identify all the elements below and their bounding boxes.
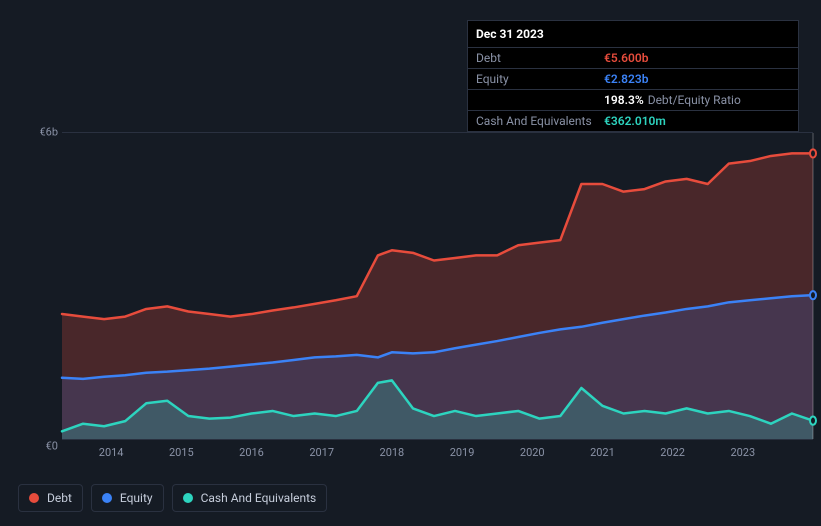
xaxis-label: 2019: [450, 446, 475, 459]
yaxis-label-max: €6b: [39, 126, 58, 139]
legend-item-equity[interactable]: Equity: [91, 484, 164, 512]
tooltip-row: Cash And Equivalents€362.010m: [468, 111, 798, 131]
tooltip-key: Equity: [476, 72, 604, 86]
xaxis-label: 2020: [520, 446, 545, 459]
tooltip-title: Dec 31 2023: [468, 21, 798, 48]
xaxis-label: 2022: [660, 446, 685, 459]
legend-swatch-debt: [29, 493, 39, 503]
tooltip-sublabel: Debt/Equity Ratio: [648, 93, 741, 107]
legend-swatch-equity: [102, 493, 112, 503]
legend-item-debt[interactable]: Debt: [18, 484, 83, 512]
tooltip: Dec 31 2023 Debt€5.600bEquity€2.823b198.…: [467, 20, 799, 132]
xaxis-label: 2015: [169, 446, 194, 459]
tooltip-key: Debt: [476, 51, 604, 65]
chart-container: €6b €0 201420152016201720182019202020212…: [18, 0, 813, 470]
tooltip-value: €362.010m: [604, 114, 666, 128]
xaxis-label: 2023: [730, 446, 755, 459]
xaxis-label: 2014: [99, 446, 124, 459]
xaxis-label: 2021: [590, 446, 615, 459]
yaxis-label-min: €0: [46, 440, 58, 453]
tooltip-row: Debt€5.600b: [468, 48, 798, 69]
tooltip-value: €2.823b: [604, 72, 648, 86]
legend-label: Cash And Equivalents: [201, 491, 317, 505]
legend: Debt Equity Cash And Equivalents: [18, 484, 327, 512]
xaxis: 2014 2015 2016 2017 2018 2019 2020 2021 2022 2023: [62, 446, 813, 462]
chart-svg: [62, 133, 813, 439]
tooltip-key: Cash And Equivalents: [476, 114, 604, 128]
legend-swatch-cash: [183, 493, 193, 503]
tooltip-row: 198.3%Debt/Equity Ratio: [468, 90, 798, 111]
tooltip-value: €5.600b: [604, 51, 648, 65]
xaxis-label: 2017: [309, 446, 334, 459]
legend-label: Debt: [47, 491, 72, 505]
xaxis-label: 2016: [239, 446, 264, 459]
plot-area[interactable]: [62, 132, 813, 440]
tooltip-value: 198.3%Debt/Equity Ratio: [604, 93, 741, 107]
tooltip-row: Equity€2.823b: [468, 69, 798, 90]
xaxis-label: 2018: [380, 446, 405, 459]
legend-label: Equity: [120, 491, 153, 505]
tooltip-key: [476, 93, 604, 107]
legend-item-cash[interactable]: Cash And Equivalents: [172, 484, 328, 512]
